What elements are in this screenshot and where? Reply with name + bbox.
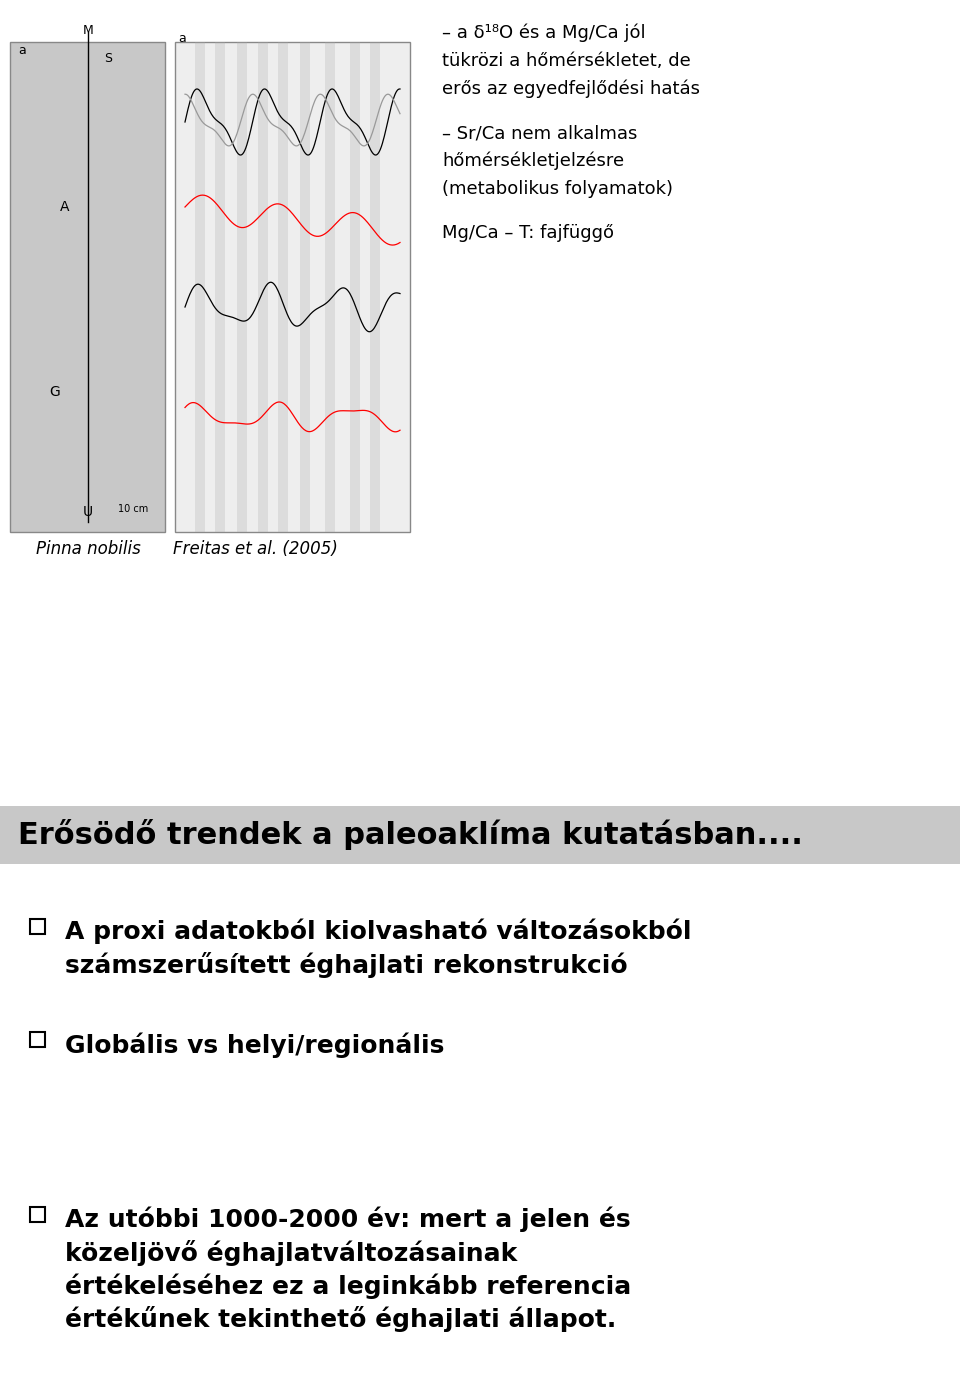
Bar bbox=[175, 42, 410, 532]
Text: S: S bbox=[104, 52, 112, 65]
Text: G: G bbox=[50, 386, 60, 400]
Bar bbox=[30, 1031, 45, 1047]
Text: (metabolikus folyamatok): (metabolikus folyamatok) bbox=[442, 180, 673, 198]
Text: Pinna nobilis: Pinna nobilis bbox=[36, 540, 140, 558]
Bar bbox=[370, 42, 380, 532]
Text: Freitas et al. (2005): Freitas et al. (2005) bbox=[173, 540, 337, 558]
Bar bbox=[215, 42, 225, 532]
Text: A: A bbox=[60, 200, 70, 214]
Bar bbox=[195, 42, 205, 532]
Text: a: a bbox=[178, 32, 185, 45]
Text: 10 cm: 10 cm bbox=[118, 504, 148, 514]
Bar bbox=[278, 42, 288, 532]
Text: Mg/Ca – T: fajfüggő: Mg/Ca – T: fajfüggő bbox=[442, 224, 614, 242]
Bar bbox=[10, 42, 165, 532]
Text: hőmérsékletjelzésre: hőmérsékletjelzésre bbox=[442, 152, 624, 170]
Bar bbox=[30, 1207, 45, 1222]
Bar bbox=[350, 42, 360, 532]
Text: Az utóbbi 1000-2000 év: mert a jelen és
közeljövő éghajlatváltozásainak
értékelé: Az utóbbi 1000-2000 év: mert a jelen és … bbox=[65, 1207, 632, 1332]
Text: – Sr/Ca nem alkalmas: – Sr/Ca nem alkalmas bbox=[442, 124, 637, 142]
Text: erős az egyedfejlődési hatás: erős az egyedfejlődési hatás bbox=[442, 79, 700, 99]
Text: – a δ¹⁸O és a Mg/Ca jól: – a δ¹⁸O és a Mg/Ca jól bbox=[442, 24, 646, 43]
Text: Erősödő trendek a paleoaklíma kutatásban....: Erősödő trendek a paleoaklíma kutatásban… bbox=[18, 820, 803, 851]
Bar bbox=[258, 42, 268, 532]
Text: U: U bbox=[83, 505, 93, 519]
Text: tükrözi a hőmérsékletet, de: tükrözi a hőmérsékletet, de bbox=[442, 52, 691, 70]
Bar bbox=[300, 42, 310, 532]
Text: M: M bbox=[83, 24, 93, 38]
Bar bbox=[325, 42, 335, 532]
Text: A proxi adatokból kiolvasható változásokból
számszerűsített éghajlati rekonstruk: A proxi adatokból kiolvasható változások… bbox=[65, 919, 691, 977]
Bar bbox=[0, 806, 960, 864]
Bar bbox=[30, 919, 45, 934]
Text: a: a bbox=[18, 45, 26, 57]
Bar bbox=[237, 42, 247, 532]
Text: Globális vs helyi/regionális: Globális vs helyi/regionális bbox=[65, 1031, 444, 1058]
